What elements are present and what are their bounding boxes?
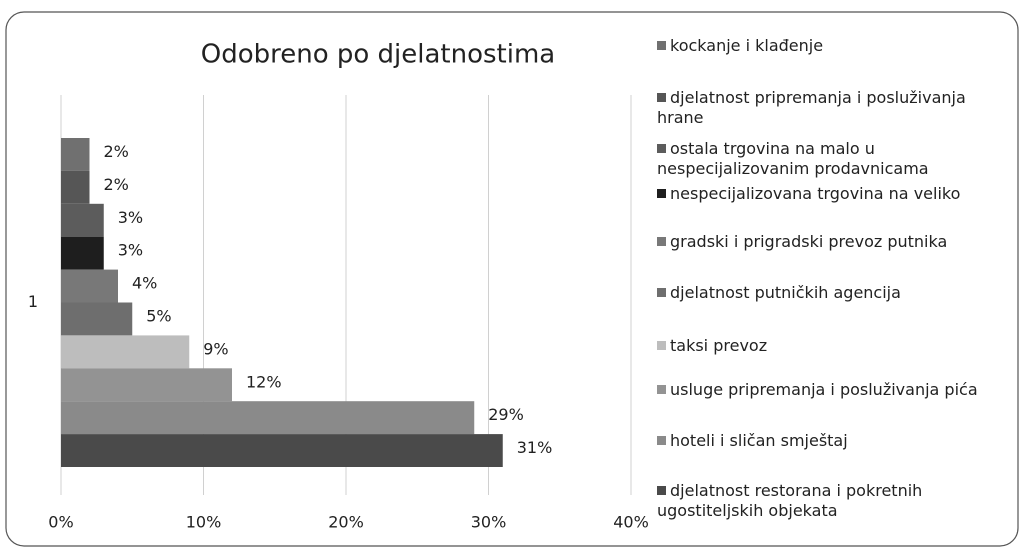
- legend-swatch: [657, 93, 666, 102]
- legend-item: taksi prevoz: [657, 336, 997, 356]
- bar: [61, 138, 90, 171]
- legend-label: taksi prevoz: [670, 336, 768, 355]
- data-label: 12%: [246, 372, 282, 391]
- chart-title: Odobreno po djelatnostima: [201, 40, 556, 70]
- legend-swatch: [657, 189, 666, 198]
- legend-item: ostala trgovina na malo u nespecijalizov…: [657, 139, 997, 179]
- y-tick-label: 1: [28, 292, 38, 311]
- bar: [61, 434, 503, 467]
- data-label: 3%: [118, 241, 143, 260]
- legend-item: gradski i prigradski prevoz putnika: [657, 232, 997, 252]
- legend-label: djelatnost restorana i pokretnih ugostit…: [657, 481, 923, 520]
- legend-label: hoteli i sličan smještaj: [670, 431, 848, 450]
- x-tick-label: 40%: [613, 513, 649, 532]
- legend-item: usluge pripremanja i posluživanja pića: [657, 380, 997, 400]
- legend-item: djelatnost restorana i pokretnih ugostit…: [657, 481, 997, 521]
- legend-swatch: [657, 341, 666, 350]
- x-tick-label: 20%: [328, 513, 364, 532]
- legend-swatch: [657, 144, 666, 153]
- data-label: 4%: [132, 274, 157, 293]
- bar: [61, 203, 104, 237]
- bar: [61, 335, 190, 369]
- legend-item: hoteli i sličan smještaj: [657, 431, 997, 451]
- legend-label: usluge pripremanja i posluživanja pića: [670, 380, 978, 399]
- frame: [5, 11, 1019, 547]
- legend-swatch: [657, 486, 666, 495]
- legend-swatch: [657, 436, 666, 445]
- bar: [61, 302, 133, 336]
- data-label: 2%: [104, 142, 129, 161]
- data-label: 2%: [104, 175, 129, 194]
- legend-item: kockanje i klađenje: [657, 36, 997, 56]
- legend-label: djelatnost pripremanja i posluživanja hr…: [657, 88, 966, 127]
- data-label: 9%: [203, 339, 228, 358]
- legend-swatch: [657, 237, 666, 246]
- legend-swatch: [657, 41, 666, 50]
- data-label: 5%: [146, 306, 171, 325]
- legend-label: kockanje i klađenje: [670, 36, 824, 55]
- data-label: 31%: [517, 438, 553, 457]
- data-label: 3%: [118, 208, 143, 227]
- x-tick-label: 30%: [471, 513, 507, 532]
- bar: [61, 401, 475, 435]
- legend-label: ostala trgovina na malo u nespecijalizov…: [657, 139, 929, 178]
- legend-swatch: [657, 385, 666, 394]
- legend-item: djelatnost putničkih agencija: [657, 283, 997, 303]
- x-tick-label: 10%: [186, 513, 222, 532]
- legend-item: djelatnost pripremanja i posluživanja hr…: [657, 88, 997, 128]
- bar: [61, 269, 118, 303]
- legend-label: djelatnost putničkih agencija: [670, 283, 901, 302]
- x-tick-label: 0%: [48, 513, 73, 532]
- legend-label: gradski i prigradski prevoz putnika: [670, 232, 948, 251]
- bar: [61, 170, 90, 204]
- legend-item: nespecijalizovana trgovina na veliko: [657, 184, 997, 204]
- data-label: 29%: [488, 405, 524, 424]
- legend-label: nespecijalizovana trgovina na veliko: [670, 184, 961, 203]
- bar: [61, 236, 104, 270]
- bar: [61, 368, 232, 402]
- legend-swatch: [657, 288, 666, 297]
